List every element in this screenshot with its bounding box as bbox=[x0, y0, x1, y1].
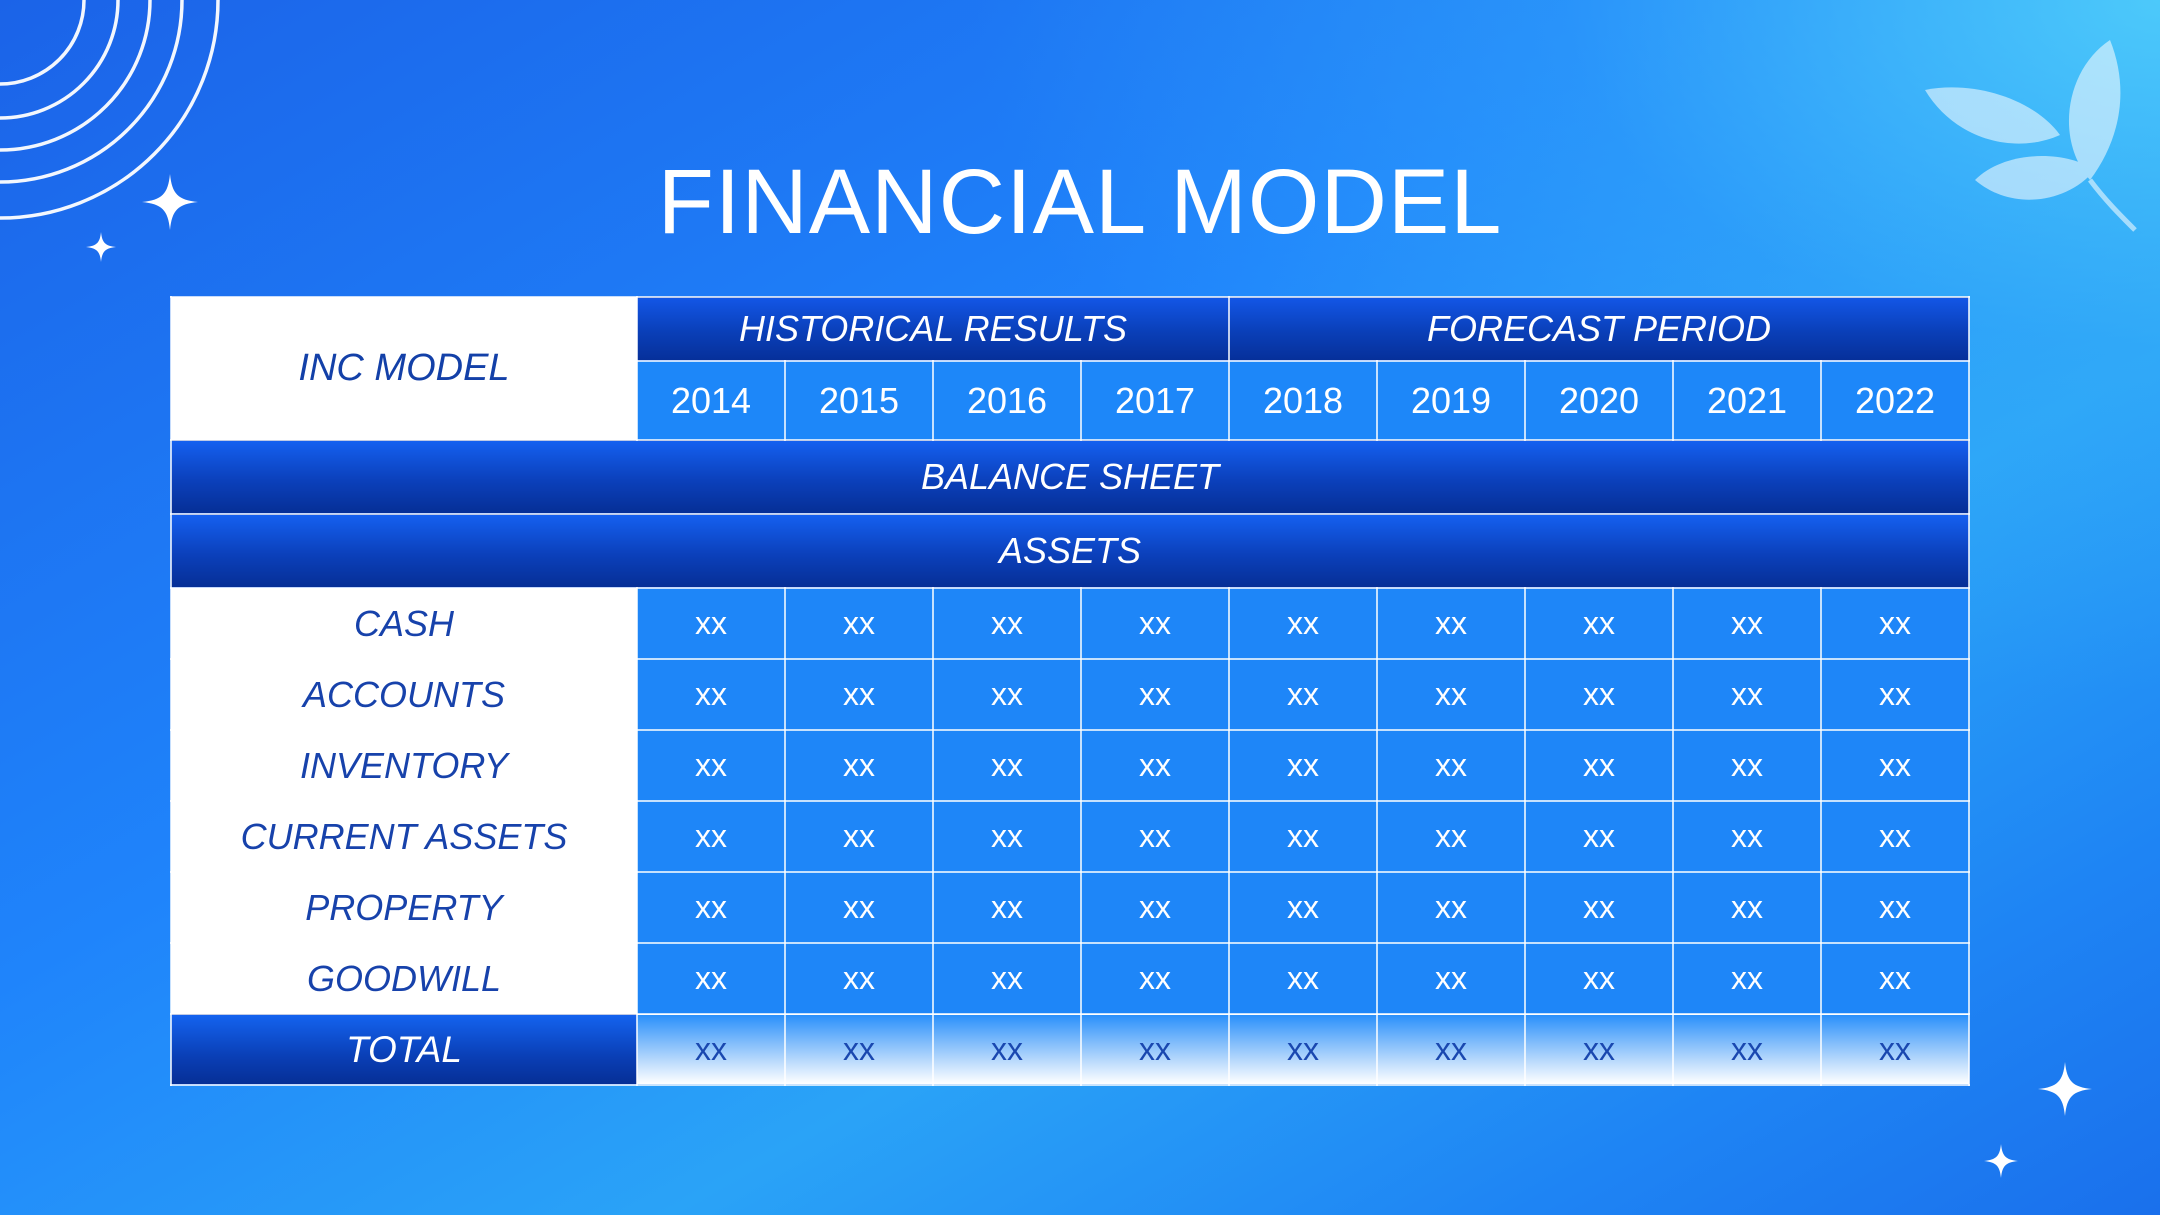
value-cell: xx bbox=[1228, 871, 1378, 944]
value-cell: xx bbox=[1080, 871, 1230, 944]
value-cell: xx bbox=[784, 658, 934, 731]
value-cell: xx bbox=[1228, 658, 1378, 731]
value-cell: xx bbox=[1080, 800, 1230, 873]
year-header: 2015 bbox=[784, 360, 934, 441]
value-cell: xx bbox=[1672, 658, 1822, 731]
sparkle-icon bbox=[1984, 1144, 2018, 1178]
value-cell: xx bbox=[1672, 942, 1822, 1015]
total-value-cell: xx bbox=[1080, 1013, 1230, 1086]
year-header: 2019 bbox=[1376, 360, 1526, 441]
sparkle-icon bbox=[86, 232, 116, 262]
value-cell: xx bbox=[1524, 658, 1674, 731]
section-header: BALANCE SHEET bbox=[170, 439, 1970, 515]
value-cell: xx bbox=[1524, 729, 1674, 802]
value-cell: xx bbox=[1376, 587, 1526, 660]
value-cell: xx bbox=[636, 729, 786, 802]
value-cell: xx bbox=[1672, 587, 1822, 660]
value-cell: xx bbox=[932, 658, 1082, 731]
year-header: 2022 bbox=[1820, 360, 1970, 441]
year-header: 2020 bbox=[1524, 360, 1674, 441]
total-value-cell: xx bbox=[932, 1013, 1082, 1086]
value-cell: xx bbox=[1228, 800, 1378, 873]
value-cell: xx bbox=[1080, 587, 1230, 660]
row-label: INVENTORY bbox=[170, 729, 638, 802]
table-row: CASH xx xx xx xx xx xx xx xx xx bbox=[170, 587, 1970, 660]
value-cell: xx bbox=[1228, 729, 1378, 802]
value-cell: xx bbox=[1672, 871, 1822, 944]
value-cell: xx bbox=[784, 587, 934, 660]
sparkle-icon bbox=[142, 174, 198, 230]
value-cell: xx bbox=[1820, 871, 1970, 944]
value-cell: xx bbox=[1080, 942, 1230, 1015]
value-cell: xx bbox=[932, 800, 1082, 873]
value-cell: xx bbox=[1672, 729, 1822, 802]
table-row: GOODWILL xx xx xx xx xx xx xx xx xx bbox=[170, 942, 1970, 1015]
total-value-cell: xx bbox=[1376, 1013, 1526, 1086]
value-cell: xx bbox=[636, 587, 786, 660]
value-cell: xx bbox=[932, 587, 1082, 660]
value-cell: xx bbox=[1524, 871, 1674, 944]
value-cell: xx bbox=[1376, 942, 1526, 1015]
row-label: CURRENT ASSETS bbox=[170, 800, 638, 873]
value-cell: xx bbox=[1228, 587, 1378, 660]
value-cell: xx bbox=[1376, 871, 1526, 944]
group-header: HISTORICAL RESULTS bbox=[636, 296, 1230, 362]
value-cell: xx bbox=[1820, 942, 1970, 1015]
value-cell: xx bbox=[1820, 587, 1970, 660]
value-cell: xx bbox=[636, 871, 786, 944]
value-cell: xx bbox=[1376, 658, 1526, 731]
value-cell: xx bbox=[1228, 942, 1378, 1015]
value-cell: xx bbox=[636, 942, 786, 1015]
year-header: 2021 bbox=[1672, 360, 1822, 441]
value-cell: xx bbox=[636, 658, 786, 731]
row-label: ACCOUNTS bbox=[170, 658, 638, 731]
table-row: CURRENT ASSETS xx xx xx xx xx xx xx xx xx bbox=[170, 800, 1970, 873]
value-cell: xx bbox=[1376, 729, 1526, 802]
value-cell: xx bbox=[784, 871, 934, 944]
total-value-cell: xx bbox=[1228, 1013, 1378, 1086]
value-cell: xx bbox=[1672, 800, 1822, 873]
total-value-cell: xx bbox=[1672, 1013, 1822, 1086]
leaf-sprig-icon bbox=[1925, 40, 2137, 232]
value-cell: xx bbox=[1524, 587, 1674, 660]
row-label: PROPERTY bbox=[170, 871, 638, 944]
year-header: 2017 bbox=[1080, 360, 1230, 441]
row-label: CASH bbox=[170, 587, 638, 660]
value-cell: xx bbox=[636, 800, 786, 873]
year-header: 2016 bbox=[932, 360, 1082, 441]
page-title: FINANCIAL MODEL bbox=[657, 151, 1503, 253]
value-cell: xx bbox=[932, 942, 1082, 1015]
value-cell: xx bbox=[784, 942, 934, 1015]
table-row: PROPERTY xx xx xx xx xx xx xx xx xx bbox=[170, 871, 1970, 944]
row-label: GOODWILL bbox=[170, 942, 638, 1015]
total-value-cell: xx bbox=[636, 1013, 786, 1086]
table-row: INVENTORY xx xx xx xx xx xx xx xx xx bbox=[170, 729, 1970, 802]
total-label: TOTAL bbox=[170, 1013, 638, 1086]
group-header: FORECAST PERIOD bbox=[1228, 296, 1970, 362]
value-cell: xx bbox=[932, 729, 1082, 802]
value-cell: xx bbox=[784, 729, 934, 802]
year-header: 2014 bbox=[636, 360, 786, 441]
value-cell: xx bbox=[1080, 658, 1230, 731]
value-cell: xx bbox=[1820, 658, 1970, 731]
value-cell: xx bbox=[784, 800, 934, 873]
financial-model-table: INC MODEL HISTORICAL RESULTS FORECAST PER… bbox=[170, 296, 1970, 1086]
total-value-cell: xx bbox=[1524, 1013, 1674, 1086]
value-cell: xx bbox=[1820, 800, 1970, 873]
value-cell: xx bbox=[1820, 729, 1970, 802]
total-value-cell: xx bbox=[784, 1013, 934, 1086]
value-cell: xx bbox=[1524, 800, 1674, 873]
total-row: TOTAL xx xx xx xx xx xx xx xx xx bbox=[170, 1013, 1970, 1086]
sparkle-icon bbox=[2038, 1062, 2092, 1116]
year-header: 2018 bbox=[1228, 360, 1378, 441]
value-cell: xx bbox=[1080, 729, 1230, 802]
value-cell: xx bbox=[1376, 800, 1526, 873]
concentric-arcs-icon bbox=[0, 0, 220, 220]
table-row: ACCOUNTS xx xx xx xx xx xx xx xx xx bbox=[170, 658, 1970, 731]
total-value-cell: xx bbox=[1820, 1013, 1970, 1086]
corner-label: INC MODEL bbox=[170, 296, 638, 441]
section-header: ASSETS bbox=[170, 513, 1970, 589]
value-cell: xx bbox=[932, 871, 1082, 944]
value-cell: xx bbox=[1524, 942, 1674, 1015]
